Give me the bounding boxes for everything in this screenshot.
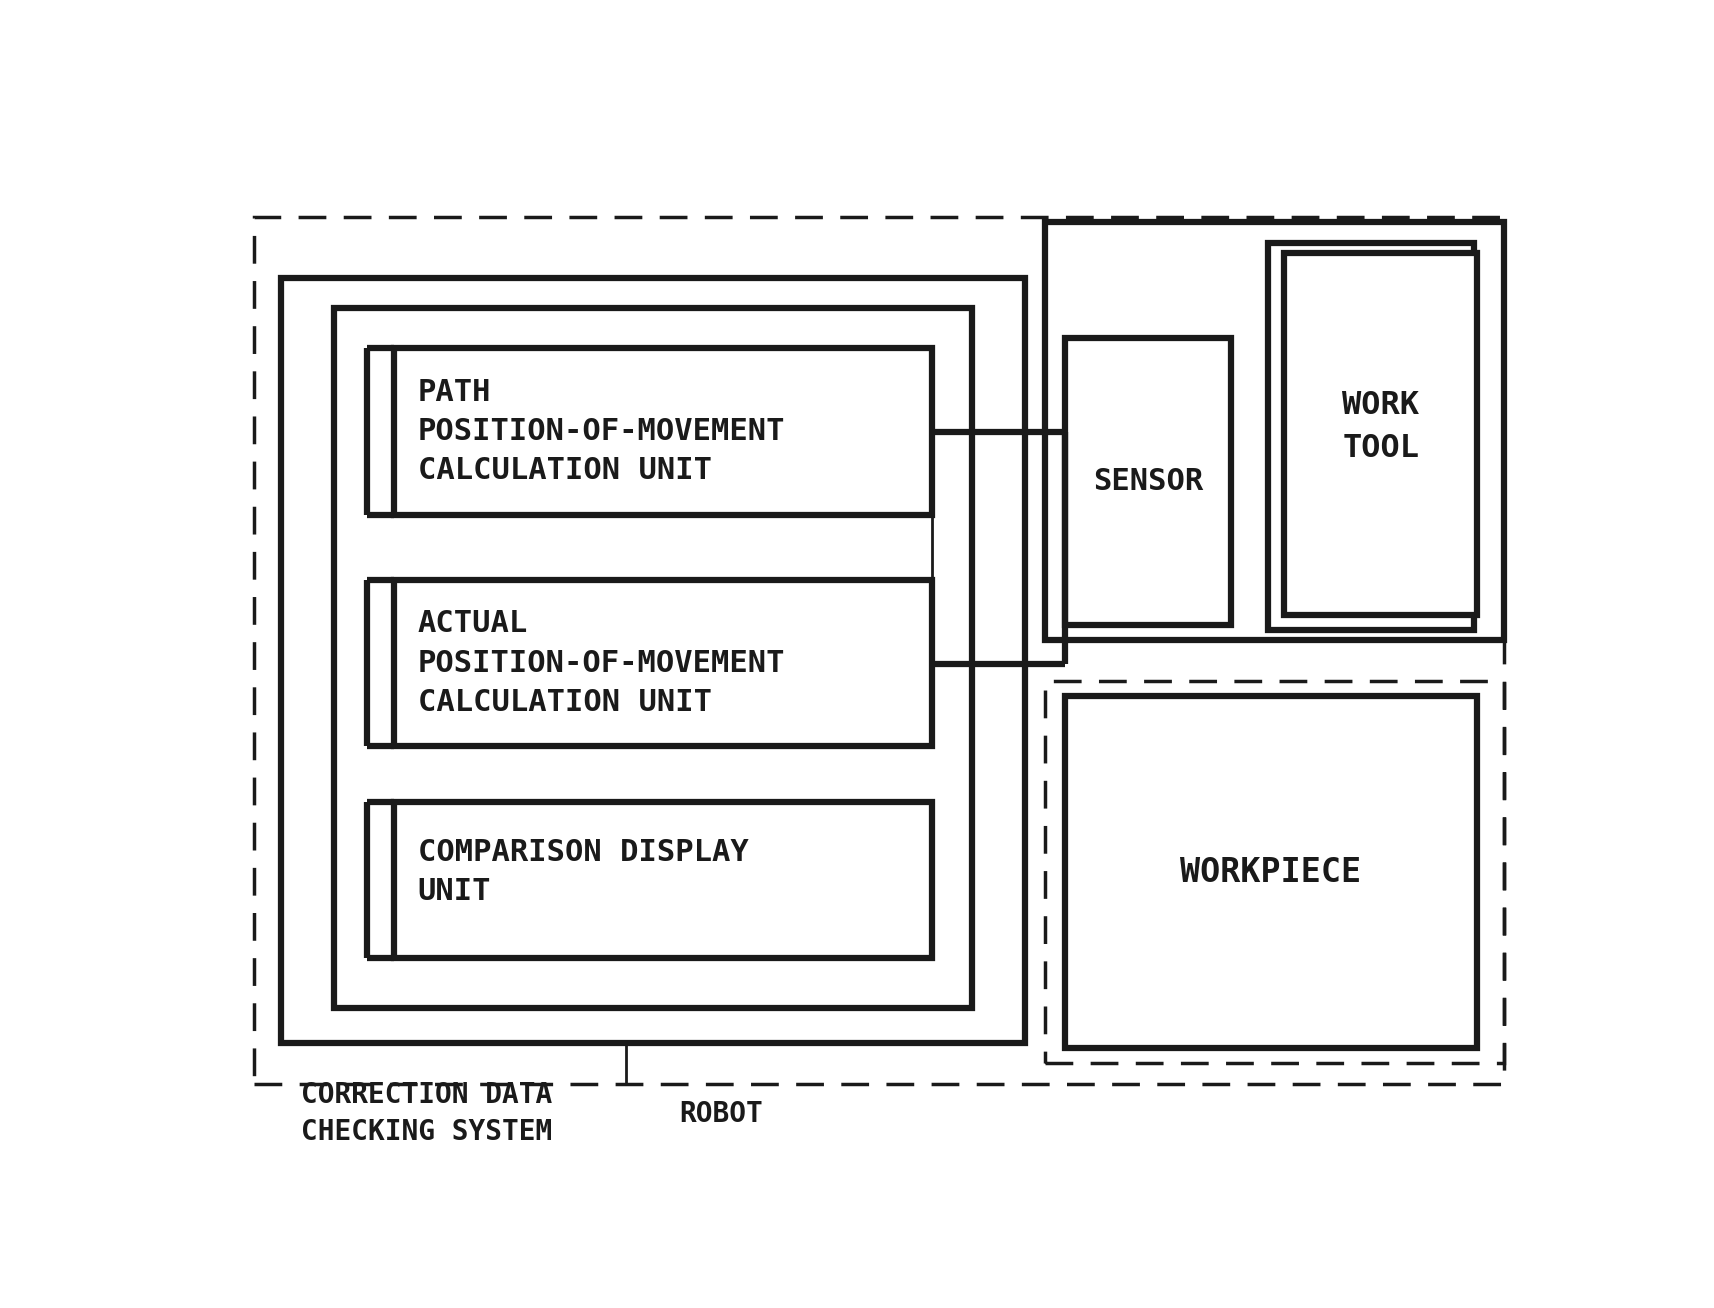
Text: SENSOR: SENSOR [1092,467,1203,496]
Bar [394,802,932,957]
Bar [1064,339,1231,625]
Bar [1064,696,1476,1048]
Text: CORRECTION DATA
CHECKING SYSTEM: CORRECTION DATA CHECKING SYSTEM [300,1082,552,1146]
Bar [1284,252,1476,615]
Bar [394,579,932,746]
Bar [281,277,1025,1044]
Text: PATH
POSITION-OF-MOVEMENT
CALCULATION UNIT: PATH POSITION-OF-MOVEMENT CALCULATION UN… [418,378,785,485]
Text: COMPARISON DISPLAY
UNIT: COMPARISON DISPLAY UNIT [418,837,747,906]
Bar [1268,242,1474,630]
Bar [394,348,932,514]
Bar [254,217,1503,1083]
Text: WORK
TOOL: WORK TOOL [1342,390,1419,463]
Text: ROBOT: ROBOT [679,1100,763,1127]
Text: WORKPIECE: WORKPIECE [1179,855,1361,888]
Bar [1044,680,1503,1063]
Bar [334,309,972,1008]
Bar [1044,222,1503,641]
Text: ACTUAL
POSITION-OF-MOVEMENT
CALCULATION UNIT: ACTUAL POSITION-OF-MOVEMENT CALCULATION … [418,610,785,717]
